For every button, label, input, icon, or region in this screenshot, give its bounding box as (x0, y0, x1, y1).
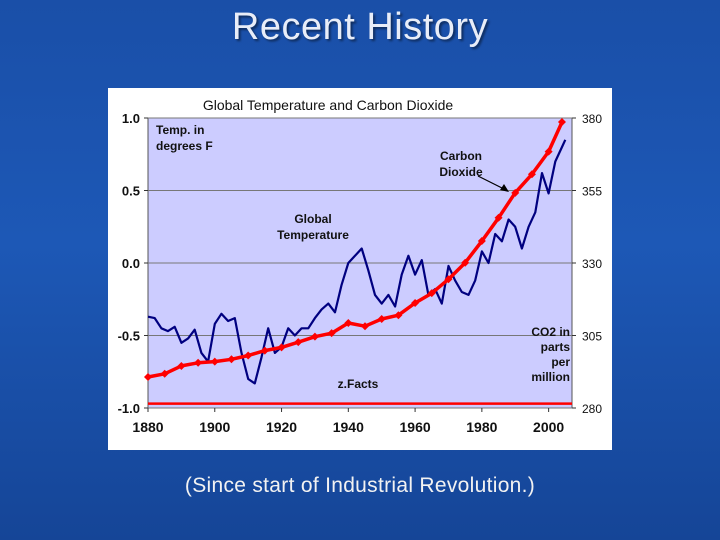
co2-point (544, 147, 553, 156)
co2-point (244, 351, 253, 360)
co2-point (194, 358, 203, 367)
temp-unit-label-line: Temp. in (156, 123, 204, 137)
co2-point (227, 355, 236, 364)
co2-point (144, 372, 152, 381)
series-group (144, 118, 572, 405)
x-tick-label: 1880 (132, 419, 163, 435)
co2-unit-label-line: parts (541, 340, 571, 354)
co2-point (511, 188, 520, 197)
x-tick-label: 1940 (333, 419, 364, 435)
co2-point (477, 236, 486, 245)
co2-point (427, 289, 436, 298)
co2-point (557, 118, 566, 127)
y-left-tick-label: -1.0 (118, 401, 140, 416)
co2-point (411, 299, 420, 308)
y-right-tick-label: 330 (582, 257, 602, 271)
x-tick-label: 1900 (199, 419, 230, 435)
co2-point (377, 314, 386, 323)
temperature-line (147, 139, 567, 385)
y-right-tick-label: 280 (582, 402, 602, 416)
co2-unit-label: CO2 in parts per million (531, 325, 570, 384)
y-left-tick-label: -0.5 (118, 329, 140, 344)
temperature-series-label-line: Temperature (277, 228, 349, 242)
co2-point (461, 258, 470, 267)
temp-unit-label-line: degrees F (156, 139, 213, 153)
co2-point (344, 319, 353, 328)
y-left-tick-label: 0.0 (122, 256, 140, 271)
y-right-tick-label: 380 (582, 112, 602, 126)
co2-point (260, 346, 269, 355)
co2-point (294, 338, 303, 347)
chart-svg: 1.0 0.5 0.0 -0.5 -1.0 380 355 330 305 280 1880 1900… (118, 97, 603, 435)
temp-unit-label: Temp. in degrees F (156, 123, 213, 153)
y-left-tick-label: 0.5 (122, 184, 140, 199)
co2-point (277, 343, 286, 352)
y-left-tick-label: 1.0 (122, 111, 140, 126)
y-right-tick-label: 355 (582, 185, 602, 199)
co2-arrow-head (500, 184, 509, 192)
co2-point (327, 329, 336, 338)
y-right-tick-label: 305 (582, 330, 602, 344)
chart-annotations: Temp. in degrees F Carbon Dioxide Global Temp… (156, 123, 570, 391)
axis-ticks (144, 117, 576, 412)
temperature-series-label: Global Temperature (277, 212, 349, 242)
x-tick-label: 2000 (533, 419, 564, 435)
co2-series-label: Carbon Dioxide (439, 149, 483, 179)
co2-series-label-line: Carbon (440, 149, 482, 163)
temperature-series-label-line: Global (294, 212, 331, 226)
co2-point (394, 311, 403, 320)
slide-caption: (Since start of Industrial Revolution.) (184, 474, 536, 497)
co2-series-label-line: Dioxide (439, 165, 483, 179)
co2-arrow-line (477, 175, 507, 191)
chart-title: Global Temperature and Carbon Dioxide (203, 97, 454, 113)
co2-point (160, 369, 169, 378)
gridlines (148, 117, 572, 409)
x-tick-label: 1980 (466, 419, 497, 435)
co2-unit-label-line: CO2 in (531, 325, 570, 339)
co2-point (210, 357, 219, 366)
x-tick-label: 1960 (400, 419, 431, 435)
chart-frame: 1.0 0.5 0.0 -0.5 -1.0 380 355 330 305 280 1880 1900… (108, 88, 612, 450)
co2-unit-label-line: per (551, 355, 570, 369)
slide-title: Recent History (231, 6, 489, 48)
axis-labels: 1.0 0.5 0.0 -0.5 -1.0 380 355 330 305 280 1880 1900… (118, 111, 603, 435)
x-tick-label: 1920 (266, 419, 297, 435)
co2-point (177, 361, 186, 370)
co2-point (527, 170, 536, 179)
co2-point (444, 275, 453, 284)
co2-point (494, 213, 503, 222)
co2-unit-label-line: million (531, 370, 570, 384)
co2-point (310, 332, 319, 341)
source-label: z.Facts (338, 377, 379, 391)
co2-point (361, 322, 370, 331)
